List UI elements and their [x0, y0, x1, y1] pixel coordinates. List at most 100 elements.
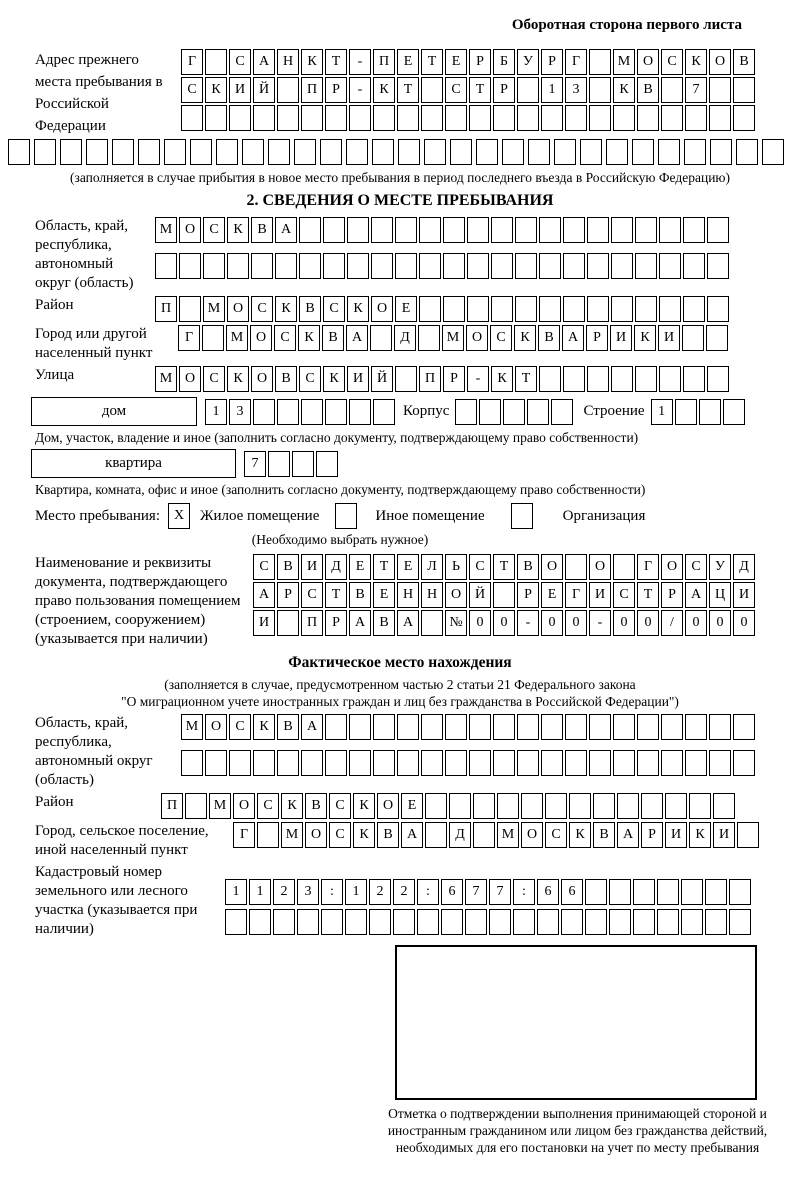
char-box: [297, 909, 319, 935]
char-box: [681, 879, 703, 905]
char-box: А: [617, 822, 639, 848]
char-box: 1: [205, 398, 227, 425]
char-box: А: [349, 610, 371, 636]
char-box: [229, 750, 251, 776]
char-box: [710, 139, 732, 165]
char-box: И: [610, 325, 632, 351]
char-box: [515, 253, 537, 279]
char-box: [479, 398, 502, 425]
char-box: С: [251, 296, 273, 322]
char-box: В: [277, 554, 299, 580]
char-box: А: [253, 49, 275, 75]
char-box: [565, 105, 587, 131]
char-box: 6: [441, 879, 463, 905]
char-box: 0: [733, 610, 755, 636]
char-box: Д: [733, 554, 755, 580]
char-box: [321, 909, 343, 935]
char-box: [86, 139, 108, 165]
stay-type-label: Место пребывания:: [35, 507, 160, 524]
prev-address-row-3: [181, 105, 755, 131]
char-box: О: [709, 49, 731, 75]
char-box: Д: [325, 554, 347, 580]
char-box: А: [401, 822, 423, 848]
char-box: О: [521, 822, 543, 848]
char-box: К: [685, 49, 707, 75]
char-box: [473, 822, 495, 848]
char-box: В: [517, 554, 539, 580]
char-box: О: [445, 582, 467, 608]
char-box: О: [227, 296, 249, 322]
char-box: 7: [244, 450, 266, 477]
char-box: Й: [371, 366, 393, 392]
char-box: [517, 750, 539, 776]
char-box: [418, 325, 440, 351]
char-box: П: [419, 366, 441, 392]
char-box: 3: [297, 879, 319, 905]
char-box: В: [593, 822, 615, 848]
char-box: У: [709, 554, 731, 580]
char-box: [202, 325, 224, 351]
char-box: [325, 105, 347, 131]
char-box: С: [229, 49, 251, 75]
char-box: К: [353, 822, 375, 848]
char-box: [589, 714, 611, 740]
region-label: Область, край, республика, автономный ок…: [35, 218, 134, 291]
char-box: А: [397, 610, 419, 636]
char-box: [372, 139, 394, 165]
char-box: 0: [685, 610, 707, 636]
char-box: [613, 554, 635, 580]
char-box: С: [253, 554, 275, 580]
char-box: 1: [650, 398, 673, 425]
char-box: [611, 296, 633, 322]
char-box: [493, 714, 515, 740]
char-box: [659, 366, 681, 392]
char-box: С: [613, 582, 635, 608]
char-box: [489, 909, 511, 935]
char-box: [709, 77, 731, 103]
char-box: 0: [493, 610, 515, 636]
char-box: [373, 714, 395, 740]
char-box: К: [569, 822, 591, 848]
char-box: К: [514, 325, 536, 351]
char-box: [689, 793, 711, 819]
char-box: [736, 139, 758, 165]
char-box: -: [467, 366, 489, 392]
char-box: [181, 105, 203, 131]
char-box: 0: [709, 610, 731, 636]
char-box: [569, 793, 591, 819]
char-box: :: [417, 879, 439, 905]
char-box: [641, 793, 663, 819]
char-box: [294, 139, 316, 165]
char-box: П: [161, 793, 183, 819]
char-box: В: [305, 793, 327, 819]
char-box: Д: [449, 822, 471, 848]
char-box: К: [373, 77, 395, 103]
city-label: Город или другой населенный пункт: [35, 326, 153, 361]
char-box: [395, 366, 417, 392]
char-box: В: [373, 610, 395, 636]
char-box: 0: [541, 610, 563, 636]
char-box: [613, 105, 635, 131]
char-box: К: [323, 366, 345, 392]
cadastre-field: Кадастровый номер земельного или лесного…: [0, 863, 800, 939]
char-box: [347, 217, 369, 243]
char-box: О: [637, 49, 659, 75]
document-row-3: И П Р А В А № 0 0-0 0-0 0/0 0 0: [253, 610, 755, 636]
char-box: [417, 909, 439, 935]
char-box: [467, 296, 489, 322]
char-box: [539, 366, 561, 392]
char-box: Е: [373, 582, 395, 608]
char-box: [277, 750, 299, 776]
char-box: [325, 750, 347, 776]
char-box: :: [513, 879, 535, 905]
char-box: 3: [229, 398, 251, 425]
char-box: О: [251, 366, 273, 392]
char-box: [611, 217, 633, 243]
char-box: [253, 398, 275, 425]
char-box: Р: [325, 77, 347, 103]
char-box: [395, 253, 417, 279]
char-box: [707, 253, 729, 279]
char-box: [277, 398, 299, 425]
